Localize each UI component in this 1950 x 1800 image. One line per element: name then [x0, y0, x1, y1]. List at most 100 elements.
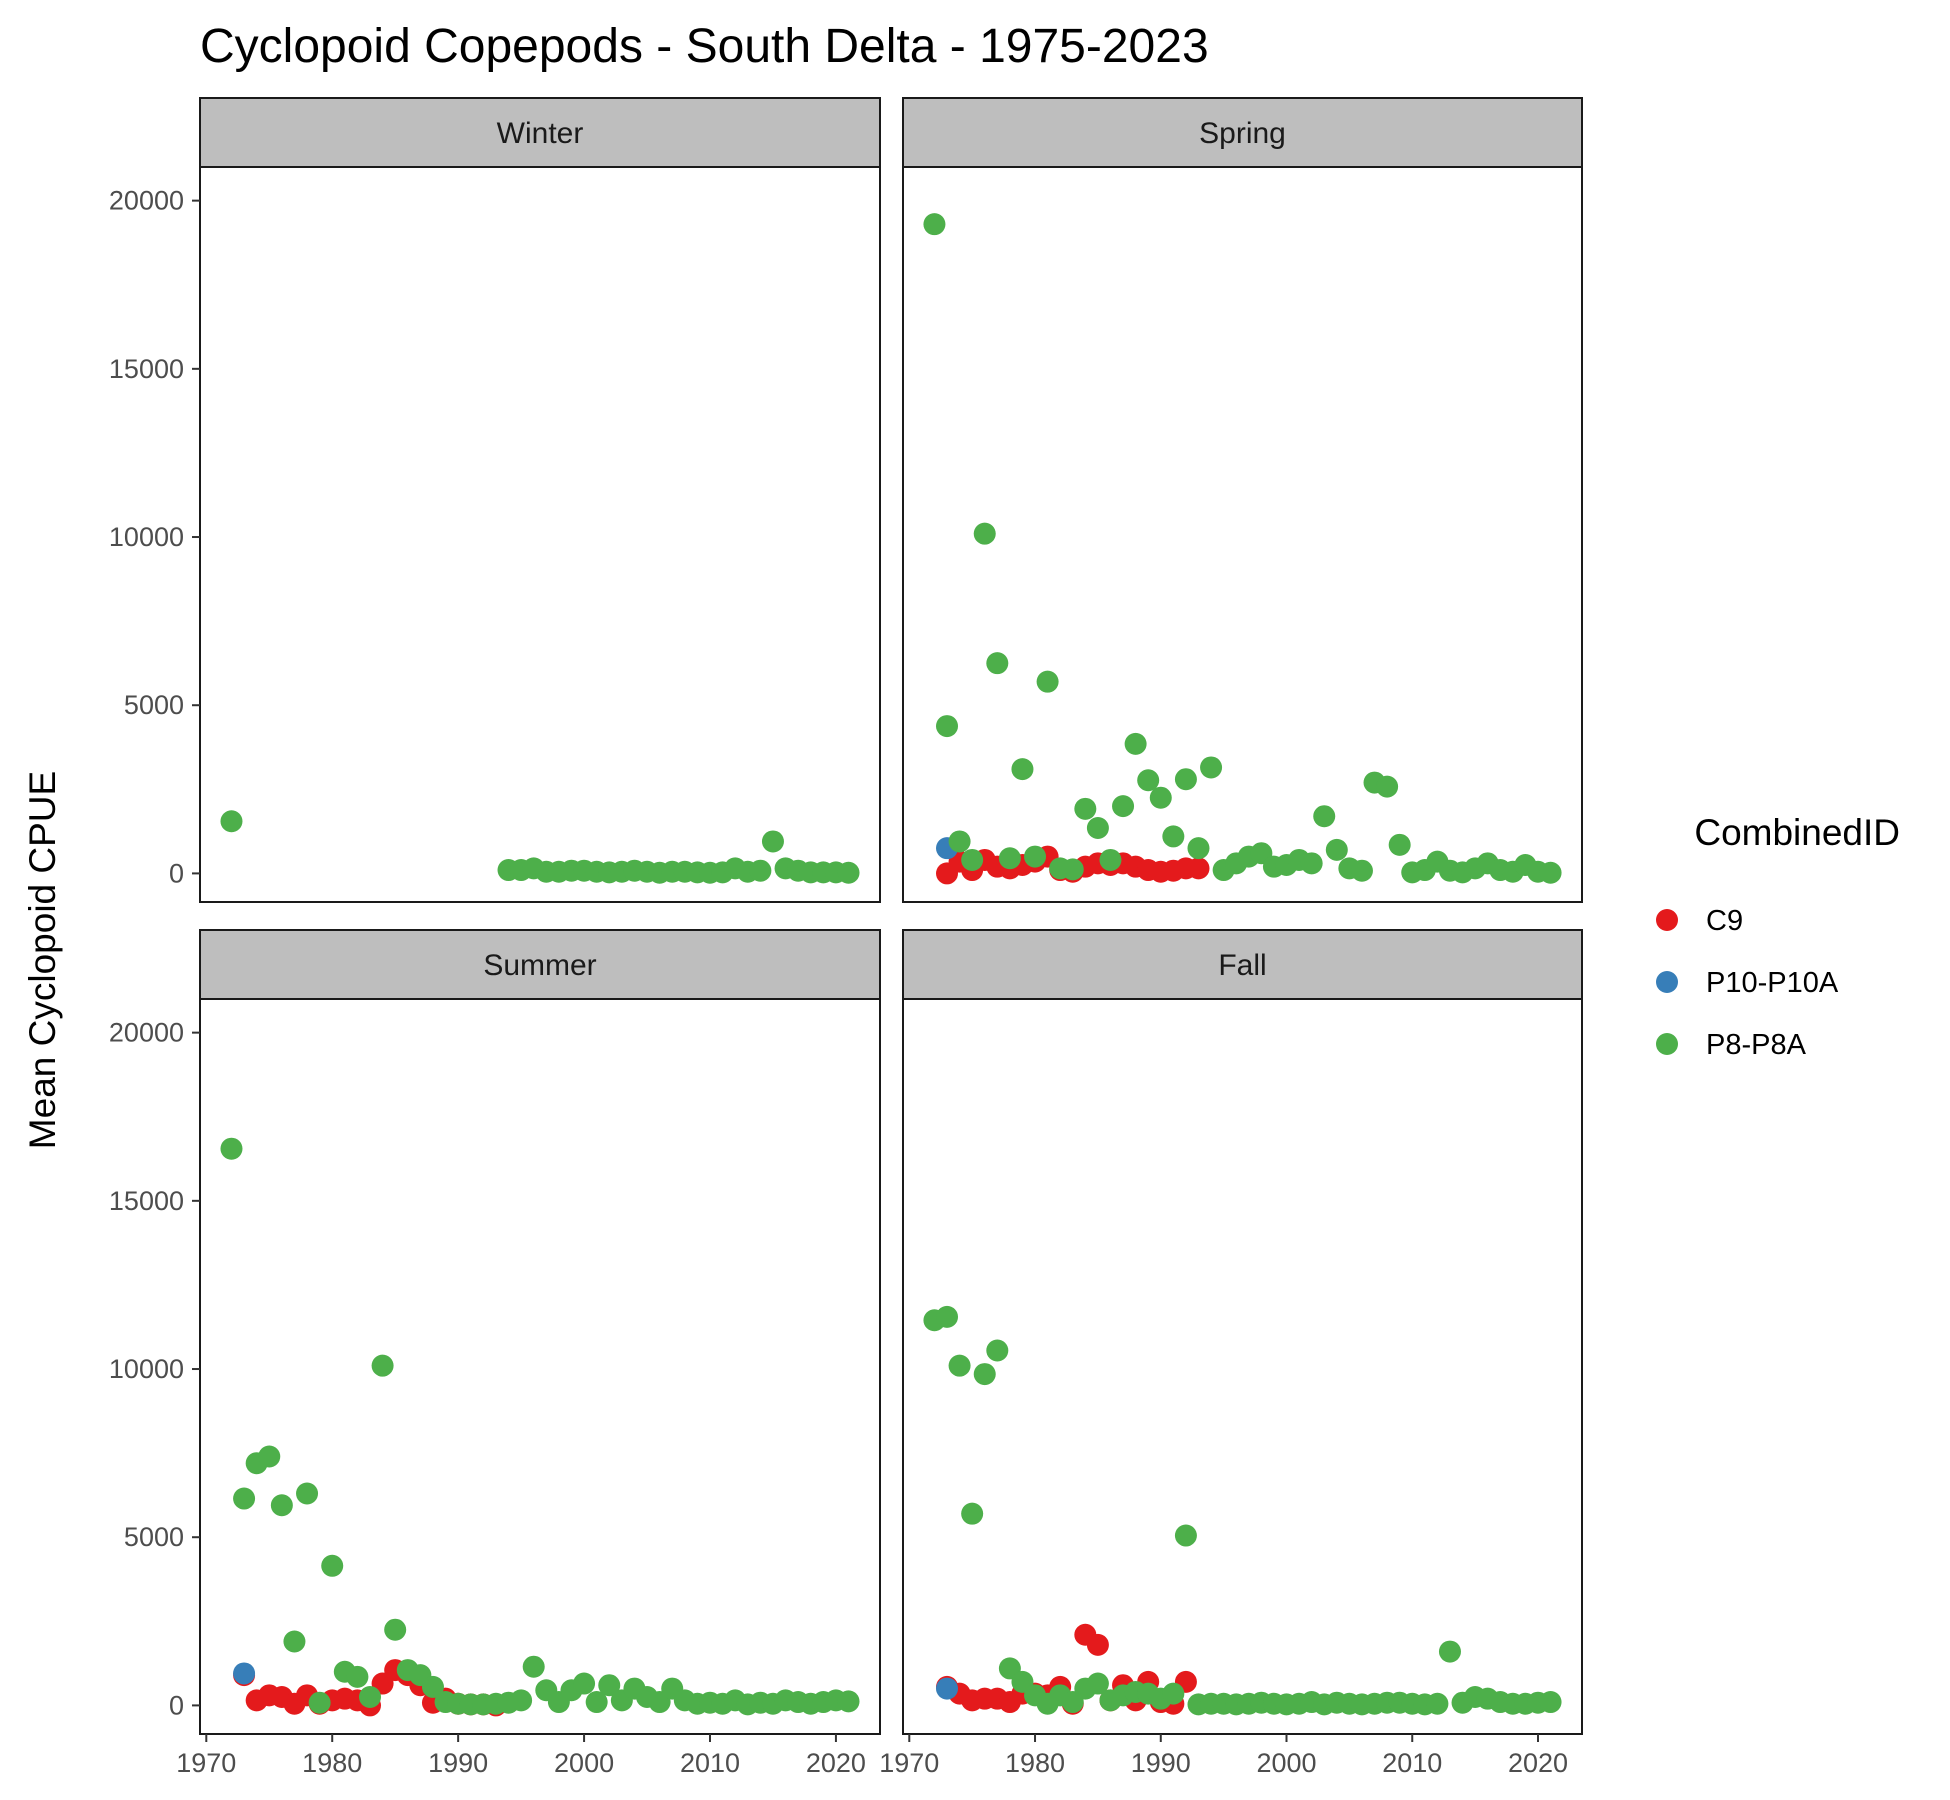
x-tick-label: 2000	[1256, 1748, 1316, 1778]
point-p8-p8a	[220, 810, 243, 833]
series-p10-p10a	[936, 1677, 959, 1700]
point-c9	[1086, 1633, 1109, 1656]
point-p8-p8a	[1024, 845, 1047, 868]
panel-winter: Winter 0 5000 10000 15000 20000	[109, 97, 881, 903]
point-p8-p8a	[1149, 786, 1172, 809]
y-tick-label: 10000	[109, 1354, 184, 1384]
point-p8-p8a	[308, 1691, 331, 1714]
point-p8-p8a	[346, 1665, 369, 1688]
point-p8-p8a	[1438, 1640, 1461, 1663]
point-p8-p8a	[948, 1354, 971, 1377]
y-tick-label: 5000	[124, 1522, 184, 1552]
point-p8-p8a	[948, 830, 971, 853]
point-p8-p8a	[936, 1305, 959, 1328]
point-c9	[1187, 857, 1210, 880]
series-p8-p8a	[220, 810, 860, 884]
point-p8-p8a	[973, 522, 996, 545]
legend-title: CombinedID	[1694, 812, 1900, 853]
point-p8-p8a	[270, 1494, 293, 1517]
point-p8-p8a	[1313, 805, 1336, 828]
point-p8-p8a	[283, 1630, 306, 1653]
x-tick-label: 1970	[176, 1748, 236, 1778]
legend-key-p8-p8a	[1656, 1033, 1678, 1055]
strip-summer	[199, 929, 881, 1000]
point-p8-p8a	[1162, 825, 1185, 848]
y-tick-label: 5000	[124, 690, 184, 720]
strip-fall	[902, 929, 1583, 1000]
panel-summer: Summer 0 5000 10000 15000 20000 1970 1980 1990 20…	[109, 929, 881, 1778]
y-tick-label: 10000	[109, 522, 184, 552]
panel-border-summer	[199, 998, 881, 1735]
point-p8-p8a	[1187, 837, 1210, 860]
legend: CombinedID C9 P10-P10A P8-P8A	[1656, 812, 1900, 1061]
x-tick-label: 2020	[806, 1748, 866, 1778]
point-p8-p8a	[510, 1689, 533, 1712]
point-p8-p8a	[749, 859, 772, 882]
y-tick-label: 20000	[109, 1018, 184, 1048]
legend-key-c9	[1656, 909, 1678, 931]
point-p8-p8a	[1388, 833, 1411, 856]
y-tick-label: 20000	[109, 186, 184, 216]
x-tick-label: 1980	[1005, 1748, 1065, 1778]
panel-spring: Spring	[902, 97, 1583, 903]
strip-label-fall: Fall	[1218, 949, 1266, 982]
point-p8-p8a	[233, 1487, 256, 1510]
point-p8-p8a	[371, 1354, 394, 1377]
point-p8-p8a	[1350, 859, 1373, 882]
y-axis-title: Mean Cyclopoid CPUE	[22, 771, 63, 1149]
point-p8-p8a	[1124, 732, 1147, 755]
point-p8-p8a	[936, 715, 959, 738]
series-p8-p8a	[220, 1137, 860, 1716]
strip-label-winter: Winter	[497, 117, 584, 150]
legend-key-p10-p10a	[1656, 971, 1678, 993]
point-p8-p8a	[1539, 861, 1562, 884]
strip-spring	[902, 97, 1583, 168]
point-p8-p8a	[1200, 756, 1223, 779]
point-p8-p8a	[837, 1690, 860, 1713]
point-p8-p8a	[1376, 775, 1399, 798]
point-p8-p8a	[973, 1363, 996, 1386]
point-p8-p8a	[1036, 670, 1059, 693]
point-p8-p8a	[923, 213, 946, 236]
point-p8-p8a	[573, 1672, 596, 1695]
point-p8-p8a	[961, 848, 984, 871]
point-p8-p8a	[585, 1691, 608, 1714]
point-p8-p8a	[1112, 795, 1135, 818]
strip-winter	[199, 97, 881, 168]
point-p8-p8a	[258, 1445, 281, 1468]
panel-border-fall	[902, 998, 1583, 1735]
x-tick-label: 2000	[554, 1748, 614, 1778]
y-tick-label: 15000	[109, 1186, 184, 1216]
point-p8-p8a	[421, 1675, 444, 1698]
x-tick-label: 1980	[302, 1748, 362, 1778]
legend-label-c9: C9	[1706, 905, 1743, 937]
strip-label-spring: Spring	[1199, 117, 1286, 150]
panel-border-winter	[199, 166, 881, 903]
panel-border-spring	[902, 166, 1583, 903]
point-p8-p8a	[522, 1655, 545, 1678]
legend-label-p8-p8a: P8-P8A	[1706, 1029, 1807, 1061]
point-p8-p8a	[220, 1137, 243, 1160]
strip-label-summer: Summer	[483, 949, 596, 982]
y-tick-label: 0	[169, 1690, 184, 1720]
point-p8-p8a	[1426, 1692, 1449, 1715]
series-p8-p8a	[923, 1305, 1562, 1716]
point-p8-p8a	[1174, 1524, 1197, 1547]
panel-fall: Fall 1970 1980 1990 2000 2010 2020	[879, 929, 1583, 1778]
y-tick-label: 0	[169, 858, 184, 888]
point-p8-p8a	[1174, 768, 1197, 791]
point-p8-p8a	[998, 847, 1021, 870]
point-p8-p8a	[1162, 1682, 1185, 1705]
point-p8-p8a	[1099, 848, 1122, 871]
series-p8-p8a	[923, 213, 1562, 884]
point-p8-p8a	[359, 1685, 381, 1708]
point-p8-p8a	[1539, 1691, 1562, 1714]
point-p8-p8a	[598, 1674, 621, 1697]
point-p8-p8a	[321, 1554, 344, 1577]
facet-panels: Winter 0 5000 10000 15000 20000 Spring Summer 0 5…	[109, 97, 1583, 1778]
point-p8-p8a	[1137, 769, 1160, 792]
point-p8-p8a	[961, 1502, 984, 1525]
point-p8-p8a	[986, 652, 1009, 675]
y-tick-label: 15000	[109, 354, 184, 384]
